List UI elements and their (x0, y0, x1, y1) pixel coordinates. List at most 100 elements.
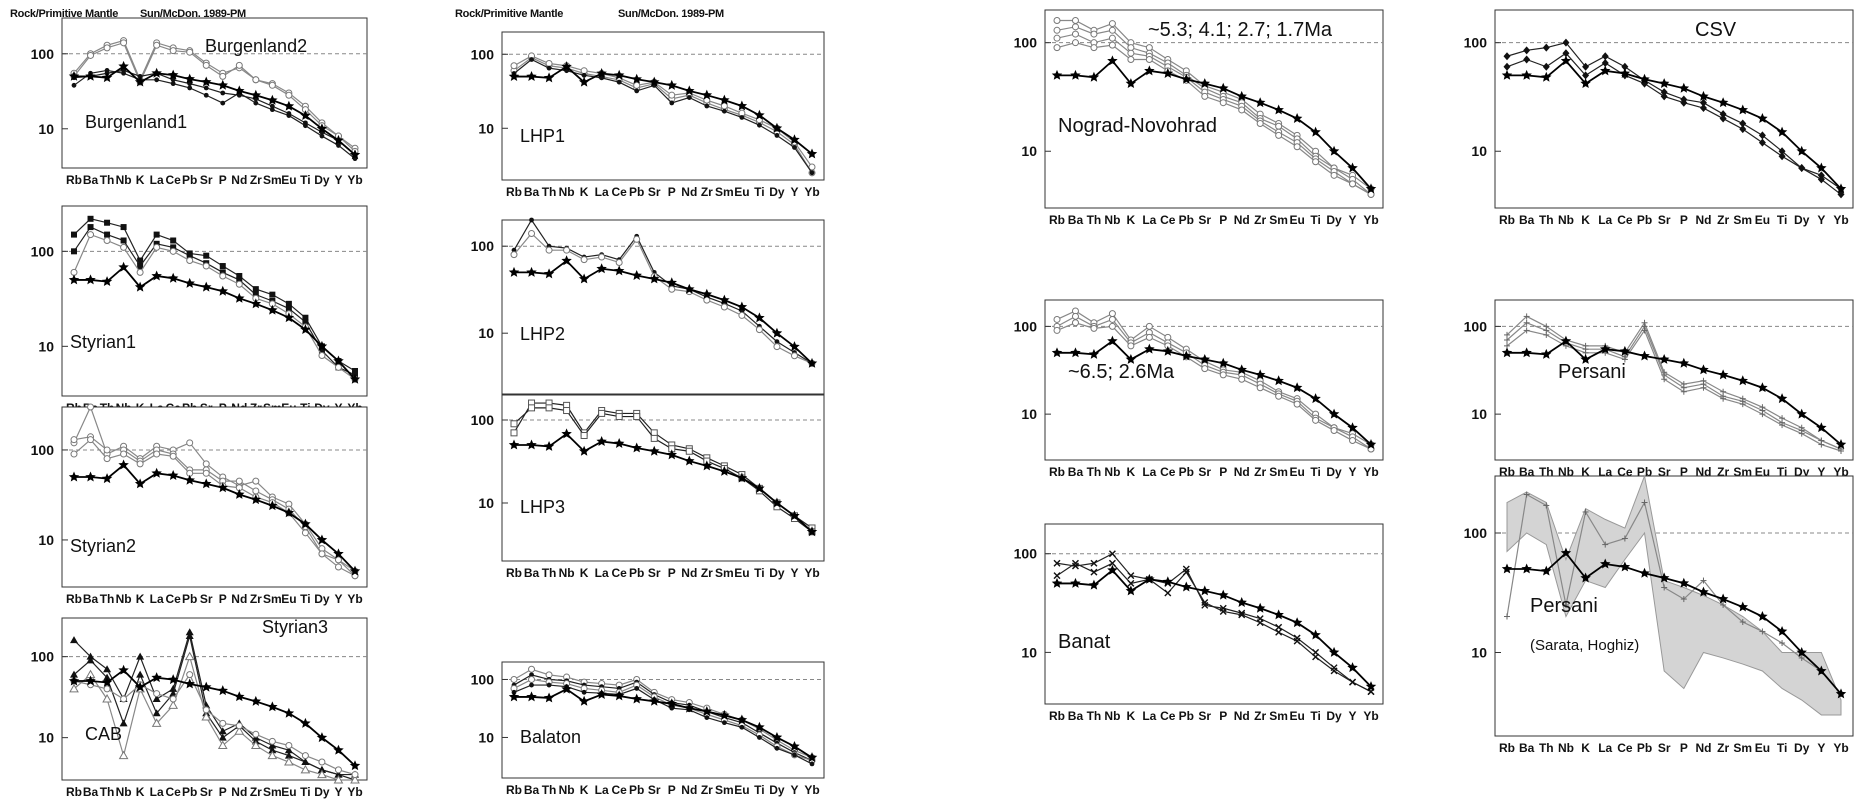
point-star (1218, 357, 1229, 368)
point-square (170, 244, 177, 251)
y-tick-label: 10 (38, 730, 54, 746)
point-open-circle (103, 455, 111, 463)
panel-label: LHP3 (520, 497, 565, 517)
point-dot (792, 752, 797, 758)
point-star (1835, 688, 1847, 699)
point-open-circle (615, 258, 623, 266)
point-star (543, 72, 555, 83)
point-diamond (1778, 152, 1786, 161)
point-star (300, 717, 311, 728)
point-star (684, 702, 695, 713)
point-star (283, 507, 295, 518)
point-cross (1275, 628, 1283, 636)
point-star (578, 445, 590, 456)
x-tick-label: Y (1349, 213, 1357, 227)
x-tick-label: Ce (1160, 465, 1176, 479)
point-star (267, 94, 278, 105)
point-open-circle (528, 665, 536, 673)
series-line (513, 684, 813, 765)
point-open-circle (285, 91, 293, 99)
point-cross (1182, 568, 1190, 576)
x-tick-label: Sr (1658, 213, 1671, 227)
point-star (1501, 347, 1513, 358)
point-star (1816, 665, 1827, 676)
x-tick-label: Sm (715, 566, 734, 580)
point-star (234, 691, 245, 702)
x-tick-label: Ce (612, 783, 628, 797)
point-star (631, 442, 642, 453)
point-star (1236, 364, 1247, 375)
point-star (1521, 347, 1532, 358)
point-open-circle (351, 771, 359, 779)
x-tick-label: Ti (754, 783, 764, 797)
x-tick-label: K (136, 785, 145, 799)
x-tick-label: La (150, 592, 164, 606)
point-open-circle (318, 352, 326, 360)
x-tick-label: Eu (281, 173, 296, 187)
point-star (684, 455, 695, 466)
point-star (754, 482, 765, 493)
x-tick-label: Ce (612, 185, 628, 199)
point-open-circle (668, 285, 676, 293)
point-star (1580, 572, 1591, 583)
x-tick-label: Zr (250, 592, 262, 606)
point-star (1088, 71, 1100, 82)
x-tick-label: Sm (1269, 465, 1288, 479)
point-star (1776, 126, 1788, 137)
point-open-square (633, 413, 641, 421)
y-tick-label: 10 (1021, 644, 1037, 660)
x-tick-label: Y (790, 185, 798, 199)
x-tick-label: Dy (769, 783, 785, 797)
x-tick-label: La (595, 566, 609, 580)
point-open-circle (1219, 371, 1227, 379)
x-tick-label: Y (1349, 465, 1357, 479)
point-dot (220, 100, 226, 106)
point-open-circle (169, 47, 177, 55)
x-tick-label: Sm (1269, 709, 1288, 723)
x-tick-label: Ti (1310, 213, 1320, 227)
point-star (1737, 375, 1748, 386)
x-tick-label: K (136, 173, 145, 187)
point-star (684, 85, 695, 96)
point-dot (269, 107, 275, 113)
point-open-square (528, 404, 536, 412)
x-tick-label: Pb (1179, 213, 1194, 227)
point-diamond (1739, 125, 1747, 134)
point-dot (529, 672, 534, 678)
point-star (789, 134, 800, 145)
point-star (85, 471, 96, 482)
point-dot (269, 103, 275, 109)
range-band (1506, 474, 1842, 716)
panel-frame (1044, 523, 1384, 705)
point-cross (1219, 607, 1227, 615)
point-star (68, 675, 80, 686)
x-tick-label: La (1142, 213, 1156, 227)
x-tick-label: Rb (1049, 709, 1065, 723)
x-tick-label: Nd (681, 185, 697, 199)
point-star (101, 276, 113, 287)
point-open-circle (153, 690, 161, 698)
point-diamond (1503, 62, 1511, 71)
panel-nograd-novohrad-a: 100 10 Rb Ba Th Nb K La Ce Pb Sr P Nd Zr Sm Eu Ti Dy Y Yb ~5… (1014, 9, 1384, 227)
y-tick-label: 10 (38, 121, 54, 137)
point-star (754, 312, 765, 323)
x-tick-label: K (580, 185, 589, 199)
x-tick-label: Zr (701, 185, 713, 199)
point-star (1125, 353, 1137, 364)
x-tick-label: Nd (1695, 213, 1711, 227)
x-tick-label: Zr (1254, 465, 1266, 479)
panel-frame (61, 205, 368, 397)
series-line (1057, 59, 1372, 190)
point-open-circle (1219, 99, 1227, 107)
panel-frame (1494, 299, 1854, 461)
point-open-circle (1090, 30, 1098, 38)
point-open-circle (1312, 416, 1320, 424)
x-tick-label: Ti (1777, 741, 1787, 755)
point-star (1328, 408, 1340, 419)
series-line (73, 69, 356, 156)
x-tick-label: Yb (1833, 741, 1848, 755)
point-open-circle (268, 737, 276, 745)
panel-label: Styrian3 (262, 617, 328, 637)
x-tick-label: K (1581, 213, 1590, 227)
